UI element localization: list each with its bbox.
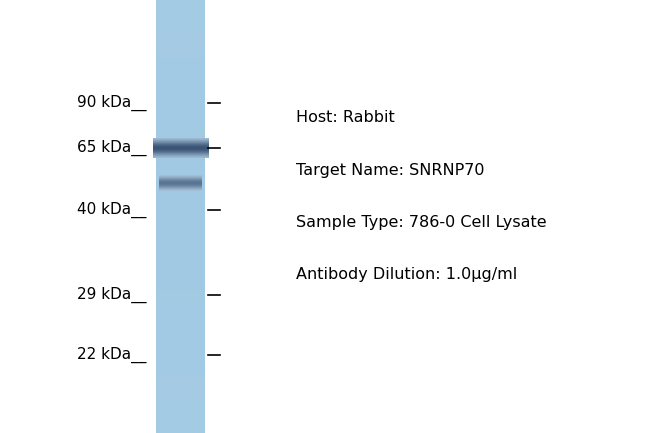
Text: Host: Rabbit: Host: Rabbit xyxy=(296,110,395,126)
Text: Sample Type: 786-0 Cell Lysate: Sample Type: 786-0 Cell Lysate xyxy=(296,214,547,229)
Text: Target Name: SNRNP70: Target Name: SNRNP70 xyxy=(296,162,484,178)
Text: 40 kDa__: 40 kDa__ xyxy=(77,202,146,218)
Text: 90 kDa__: 90 kDa__ xyxy=(77,95,146,111)
Text: 22 kDa__: 22 kDa__ xyxy=(77,347,146,363)
Text: 65 kDa__: 65 kDa__ xyxy=(77,140,146,156)
Text: Antibody Dilution: 1.0µg/ml: Antibody Dilution: 1.0µg/ml xyxy=(296,266,517,281)
Text: 29 kDa__: 29 kDa__ xyxy=(77,287,146,303)
